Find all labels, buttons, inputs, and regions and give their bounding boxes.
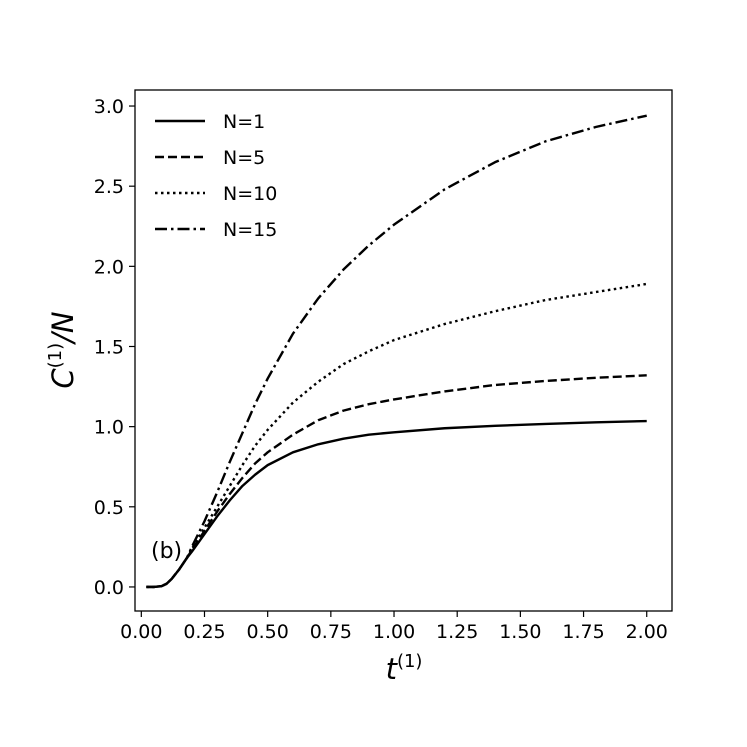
y-axis-ticks: 0.0 0.5 1.0 1.5 2.0 2.5 3.0 (94, 96, 135, 599)
y-axis-label-sup: (1) (45, 343, 66, 369)
legend-label-3: N=10 (223, 183, 277, 205)
series-layer (146, 114, 647, 589)
x-tick-label: 0.75 (310, 621, 352, 643)
y-tick-label: 2.0 (94, 256, 124, 278)
y-axis-label-main: C (46, 368, 80, 389)
y-tick-label: 1.5 (94, 336, 124, 358)
y-tick-label: 3.0 (94, 96, 124, 118)
x-tick-label: 0.50 (247, 621, 289, 643)
legend-label-1: N=1 (223, 111, 265, 133)
x-axis-label: t(1) (386, 651, 423, 686)
panel-label: (b) (151, 539, 182, 564)
plot-frame (134, 89, 673, 612)
legend-label-4: N=15 (223, 219, 277, 241)
x-tick-label: 0.25 (183, 621, 225, 643)
legend-label-2: N=5 (223, 147, 265, 169)
x-tick-label: 2.00 (626, 621, 668, 643)
x-axis-ticks: 0.00 0.25 0.50 0.75 1.00 1.25 1.50 1.75 2.00 (120, 611, 668, 643)
y-tick-label: 0.0 (94, 577, 124, 599)
y-tick-label: 1.0 (94, 417, 124, 439)
y-axis-label-suffix: /N (46, 311, 80, 345)
x-tick-label: 1.00 (373, 621, 415, 643)
y-axis-label: C(1)/N (45, 311, 80, 388)
x-tick-label: 0.00 (120, 621, 162, 643)
y-tick-label: 2.5 (94, 176, 124, 198)
x-tick-label: 1.50 (499, 621, 541, 643)
x-axis-label-main: t (386, 652, 399, 686)
y-tick-label: 0.5 (94, 497, 124, 519)
series-line-4 (146, 114, 647, 589)
x-tick-label: 1.75 (562, 621, 604, 643)
x-axis-label-sup: (1) (397, 651, 423, 672)
x-tick-label: 1.25 (436, 621, 478, 643)
legend: N=1 N=5 N=10 N=15 (155, 111, 277, 241)
